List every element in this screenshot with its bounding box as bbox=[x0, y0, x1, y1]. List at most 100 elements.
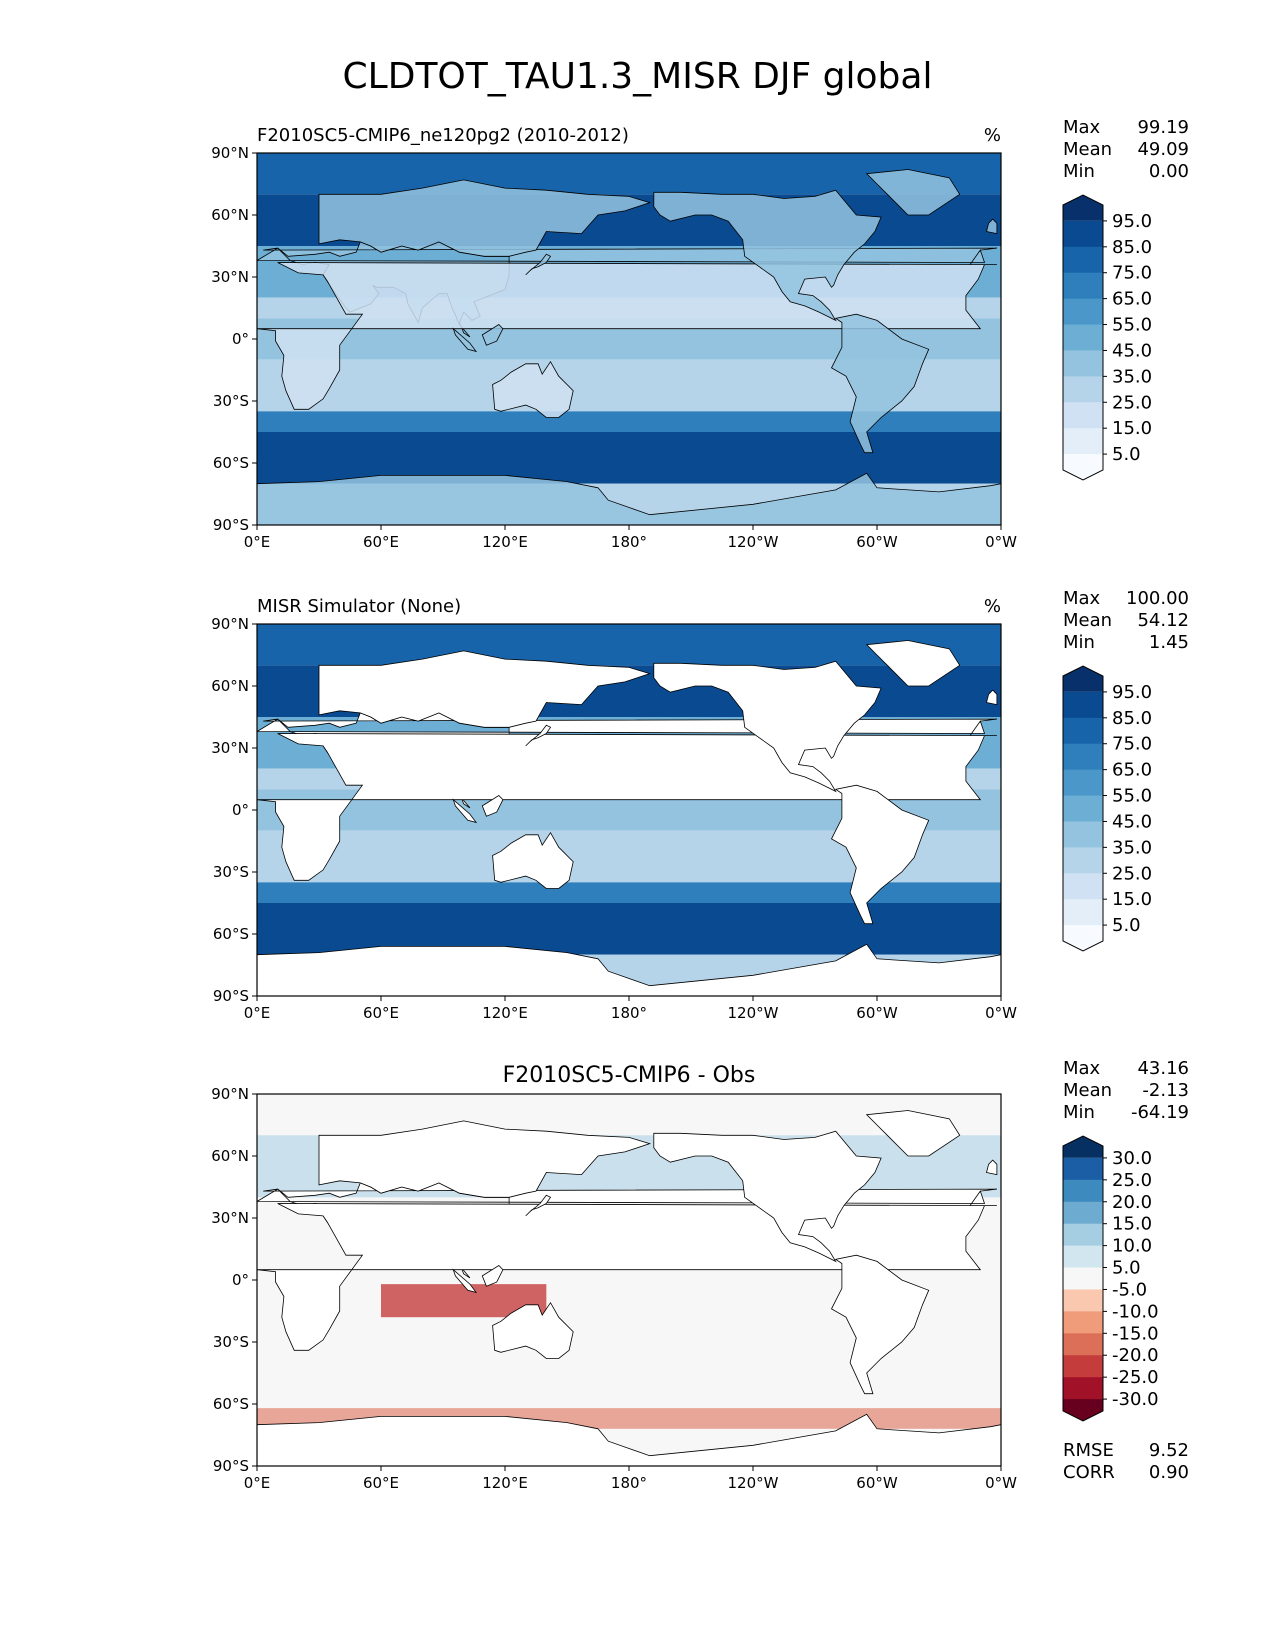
lat-tick-label: 60°S bbox=[213, 1395, 249, 1413]
colorbar-label: -25.0 bbox=[1112, 1367, 1159, 1388]
lat-tick-label: 30°S bbox=[213, 392, 249, 410]
colorbar-segment bbox=[1063, 246, 1103, 274]
metric-value: 0.90 bbox=[1149, 1462, 1189, 1483]
colorbar-segment bbox=[1063, 1311, 1103, 1334]
colorbar-label: 35.0 bbox=[1112, 837, 1152, 858]
colorbar-outline bbox=[1062, 1135, 1104, 1422]
colorbar-label: 25.0 bbox=[1112, 863, 1152, 884]
colorbar-segment bbox=[1063, 1223, 1103, 1247]
coastline bbox=[257, 943, 1001, 996]
colorbar: 95.0 85.0 75.0 65.0 55.0 45.0 35.0 25.0 15.0 5.0 bbox=[1062, 194, 1152, 481]
map-field bbox=[257, 153, 1001, 525]
colorbar-label: 55.0 bbox=[1112, 786, 1152, 807]
colorbar-segment bbox=[1063, 1179, 1103, 1203]
colorbar-segment bbox=[1063, 1289, 1103, 1312]
lon-tick-label: 60°W bbox=[856, 533, 898, 551]
lon-tick-label: 0°E bbox=[244, 533, 271, 551]
map-panel-diff: 90°N 60°N 30°N 0° 30°S 60°S 90°S0°E 60°E 120°E 18… bbox=[211, 1058, 1189, 1492]
lon-tick-label: 180° bbox=[611, 533, 647, 551]
colorbar-segment bbox=[1063, 666, 1103, 692]
lat-tick-label: 60°N bbox=[211, 206, 249, 224]
lon-tick-label: 120°E bbox=[482, 533, 528, 551]
colorbar-label: 65.0 bbox=[1112, 289, 1152, 310]
colorbar-label: 65.0 bbox=[1112, 760, 1152, 781]
colorbar-segment bbox=[1063, 795, 1103, 822]
coastline bbox=[653, 1130, 882, 1263]
lon-tick-label: 60°E bbox=[363, 1474, 399, 1492]
colorbar-label: 75.0 bbox=[1112, 263, 1152, 284]
colorbar-segment bbox=[1063, 195, 1103, 221]
colorbar-segment bbox=[1063, 899, 1103, 926]
colorbar-label: 85.0 bbox=[1112, 708, 1152, 729]
lon-tick-label: 0°W bbox=[985, 1004, 1017, 1022]
lon-tick-label: 120°E bbox=[482, 1004, 528, 1022]
coastline bbox=[653, 660, 882, 793]
map-field bbox=[257, 1094, 1001, 1466]
stat-value: 100.00 bbox=[1126, 588, 1189, 609]
lat-tick-label: 90°N bbox=[211, 615, 249, 633]
map-field bbox=[257, 624, 1001, 996]
colorbar-segment bbox=[1063, 1399, 1103, 1421]
colorbar-label: -10.0 bbox=[1112, 1301, 1159, 1322]
coastline bbox=[865, 1110, 961, 1157]
map-panel-model: 90°N 60°N 30°N 0° 30°S 60°S 90°S0°E 60°E 120°E 18… bbox=[211, 117, 1189, 551]
stat-label: Min bbox=[1063, 632, 1095, 653]
metric-label: CORR bbox=[1063, 1462, 1115, 1483]
colorbar-label: 35.0 bbox=[1112, 366, 1152, 387]
lat-tick-label: 30°N bbox=[211, 268, 249, 286]
colorbar-label: 95.0 bbox=[1112, 211, 1152, 232]
coastline bbox=[452, 327, 478, 353]
lat-tick-label: 30°S bbox=[213, 863, 249, 881]
coastline bbox=[318, 179, 652, 257]
coastline bbox=[830, 1254, 930, 1395]
coastline bbox=[525, 724, 552, 747]
field-band-6 bbox=[257, 411, 1001, 432]
colorbar-segment bbox=[1063, 1377, 1103, 1400]
metric-label: RMSE bbox=[1063, 1440, 1114, 1461]
lon-tick-label: 60°W bbox=[856, 1474, 898, 1492]
panel-units: % bbox=[984, 125, 1001, 146]
colorbar-segment bbox=[1063, 717, 1103, 745]
stat-label: Max bbox=[1063, 117, 1101, 138]
coastline bbox=[318, 650, 652, 728]
panel-title: F2010SC5-CMIP6_ne120pg2 (2010-2012) bbox=[257, 125, 629, 146]
stat-label: Min bbox=[1063, 1102, 1095, 1123]
lat-tick-label: 90°S bbox=[213, 987, 249, 1005]
lat-tick-label: 60°N bbox=[211, 677, 249, 695]
lon-tick-label: 120°E bbox=[482, 1474, 528, 1492]
colorbar-segment bbox=[1063, 873, 1103, 900]
colorbar-segment bbox=[1063, 821, 1103, 848]
coastline bbox=[318, 1120, 652, 1198]
colorbar: 30.025.020.015.010.05.0-5.0-10.0-15.0-20… bbox=[1062, 1135, 1159, 1422]
coastline bbox=[452, 1268, 478, 1294]
coastline bbox=[653, 189, 882, 322]
coastline bbox=[525, 253, 552, 276]
lon-tick-label: 0°E bbox=[244, 1004, 271, 1022]
stat-label: Min bbox=[1063, 161, 1095, 182]
colorbar-label: -15.0 bbox=[1112, 1323, 1159, 1344]
colorbar-label: 75.0 bbox=[1112, 734, 1152, 755]
colorbar-segment bbox=[1063, 1136, 1103, 1158]
colorbar-label: 10.0 bbox=[1112, 1236, 1152, 1257]
colorbar-segment bbox=[1063, 350, 1103, 377]
coastline bbox=[865, 169, 961, 216]
colorbar-segment bbox=[1063, 324, 1103, 351]
colorbar-label: 5.0 bbox=[1112, 444, 1141, 465]
colorbar-segment bbox=[1063, 402, 1103, 429]
colorbar-label: 5.0 bbox=[1112, 915, 1141, 936]
colorbar-label: 25.0 bbox=[1112, 392, 1152, 413]
lon-tick-label: 180° bbox=[611, 1474, 647, 1492]
coastline bbox=[986, 1159, 998, 1176]
lon-tick-label: 120°W bbox=[728, 1474, 779, 1492]
coastline bbox=[492, 831, 574, 889]
lat-tick-label: 60°N bbox=[211, 1147, 249, 1165]
coastline bbox=[481, 1264, 504, 1287]
stat-label: Mean bbox=[1063, 610, 1112, 631]
colorbar-label: -5.0 bbox=[1112, 1279, 1147, 1300]
colorbar-label: 5.0 bbox=[1112, 1258, 1141, 1279]
stat-value: 99.19 bbox=[1137, 117, 1189, 138]
stat-label: Mean bbox=[1063, 139, 1112, 160]
coastline bbox=[257, 1413, 1001, 1466]
lat-tick-label: 0° bbox=[232, 801, 249, 819]
